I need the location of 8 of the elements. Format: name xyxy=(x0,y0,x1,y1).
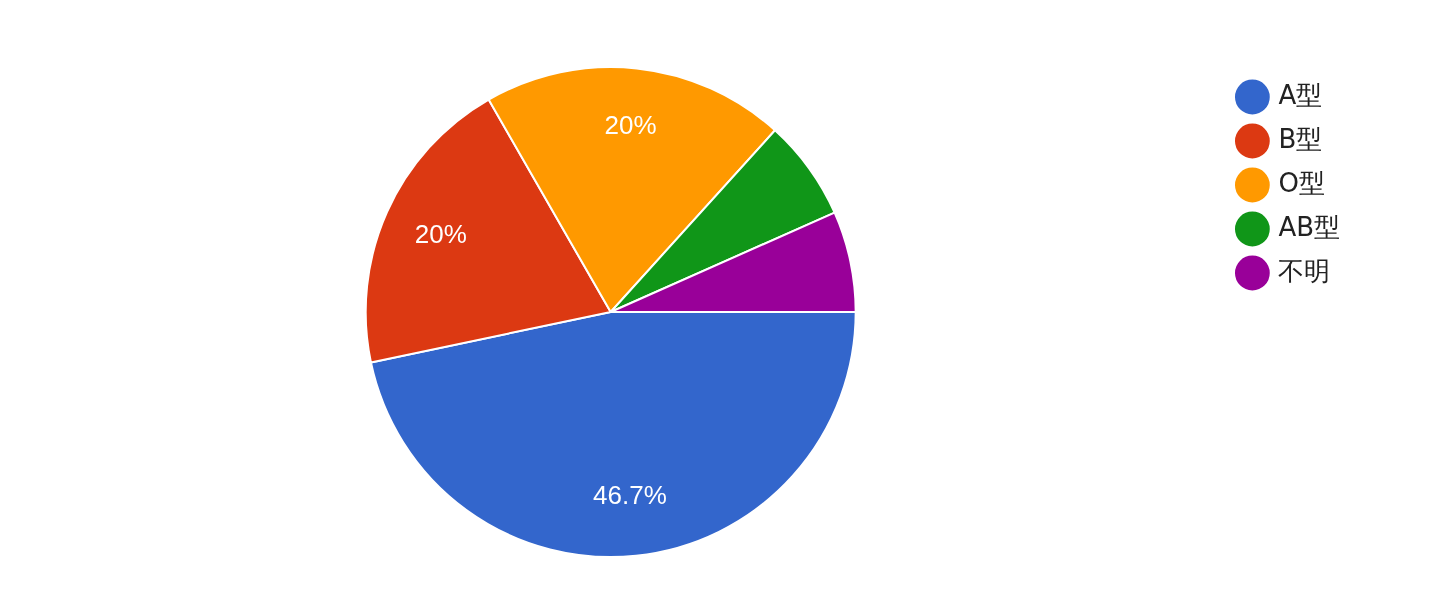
data-label: 20% xyxy=(604,110,657,141)
legend-label: O型 xyxy=(1278,167,1325,198)
legend-label: B型 xyxy=(1278,123,1323,154)
legend-label: A型 xyxy=(1278,79,1323,110)
data-label: 20% xyxy=(414,219,467,250)
legend-label: AB型 xyxy=(1278,211,1340,242)
data-label: 46.7% xyxy=(593,480,667,511)
legend-label: 不明 xyxy=(1278,255,1331,286)
